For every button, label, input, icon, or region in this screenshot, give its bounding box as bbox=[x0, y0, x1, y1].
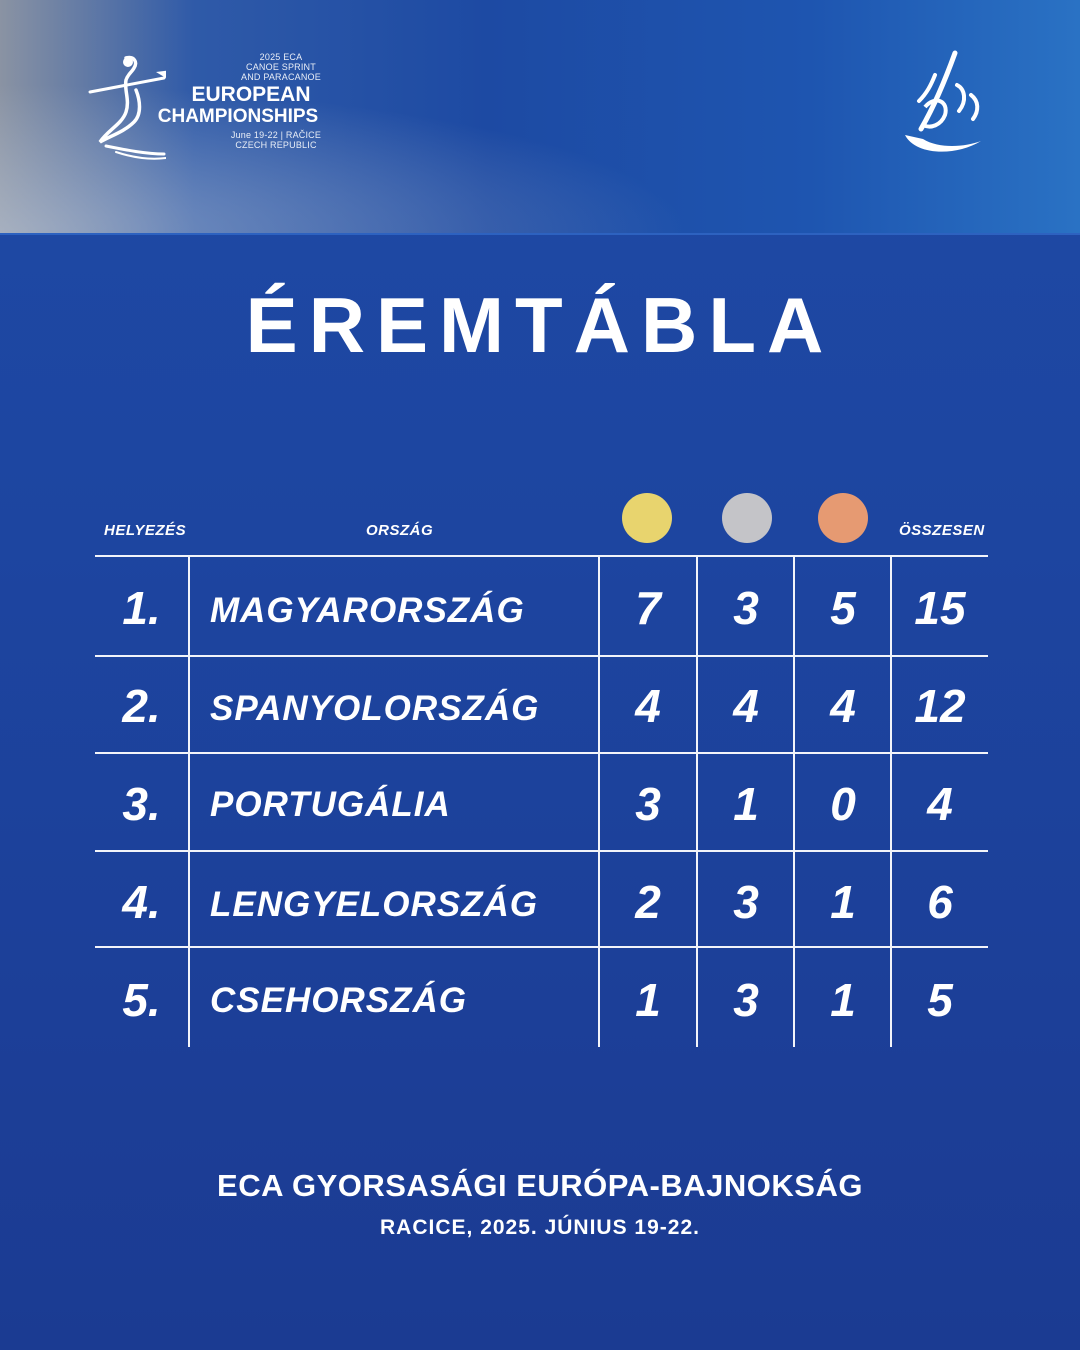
gold-cell: 7 bbox=[635, 582, 661, 634]
logo-text-location: CZECH REPUBLIC bbox=[235, 140, 317, 150]
rank-cell: 2. bbox=[122, 680, 161, 732]
gold-cell: 2 bbox=[635, 876, 661, 928]
logo-text-year: 2025 ECA bbox=[259, 52, 303, 62]
bronze-cell: 0 bbox=[830, 778, 856, 830]
total-cell: 15 bbox=[914, 582, 966, 634]
logo-text-line3: AND PARACANOE bbox=[241, 72, 321, 82]
country-cell: MAGYARORSZÁG bbox=[210, 591, 525, 630]
event-name: ECA GYORSASÁGI EURÓPA-BAJNOKSÁG bbox=[217, 1168, 863, 1203]
event-location-date: RACICE, 2025. JÚNIUS 19-22. bbox=[380, 1216, 700, 1239]
bronze-cell: 1 bbox=[830, 876, 856, 928]
gold-cell: 3 bbox=[635, 778, 661, 830]
silver-cell: 3 bbox=[733, 582, 759, 634]
bronze-medal-icon bbox=[818, 493, 868, 543]
country-cell: LENGYELORSZÁG bbox=[210, 885, 539, 924]
country-cell: CSEHORSZÁG bbox=[210, 981, 467, 1020]
column-divider bbox=[890, 557, 892, 1047]
column-divider bbox=[598, 557, 600, 1047]
rank-cell: 4. bbox=[122, 876, 161, 928]
table-divider bbox=[95, 850, 988, 852]
country-cell: PORTUGÁLIA bbox=[210, 785, 451, 824]
page-title: ÉREMTÁBLA bbox=[245, 281, 835, 369]
paddler-logo-icon bbox=[88, 55, 166, 160]
federation-logo bbox=[895, 45, 995, 160]
header-country: ORSZÁG bbox=[366, 522, 434, 539]
header-banner bbox=[0, 0, 1080, 235]
logo-text-line2: CANOE SPRINT bbox=[246, 62, 316, 72]
column-divider bbox=[793, 557, 795, 1047]
logo-text-european: EUROPEAN bbox=[191, 83, 311, 106]
rank-cell: 5. bbox=[122, 974, 161, 1026]
rank-cell: 1. bbox=[122, 582, 161, 634]
total-cell: 12 bbox=[914, 680, 966, 732]
federation-logo-icon bbox=[905, 50, 981, 152]
total-cell: 4 bbox=[927, 778, 953, 830]
silver-medal-icon bbox=[722, 493, 772, 543]
header-rank: HELYEZÉS bbox=[104, 522, 187, 539]
silver-cell: 3 bbox=[733, 876, 759, 928]
gold-medal-icon bbox=[622, 493, 672, 543]
silver-cell: 4 bbox=[733, 680, 759, 732]
total-cell: 6 bbox=[927, 876, 953, 928]
gold-cell: 1 bbox=[635, 974, 661, 1026]
rank-cell: 3. bbox=[122, 778, 161, 830]
championship-logo: 2025 ECA CANOE SPRINT AND PARACANOE EURO… bbox=[86, 50, 326, 165]
bronze-cell: 1 bbox=[830, 974, 856, 1026]
table-divider bbox=[95, 555, 988, 557]
logo-text-dates: June 19-22 | RAČICE bbox=[230, 130, 322, 140]
silver-cell: 3 bbox=[733, 974, 759, 1026]
table-divider bbox=[95, 752, 988, 754]
column-divider bbox=[188, 557, 190, 1047]
column-divider bbox=[696, 557, 698, 1047]
bronze-cell: 4 bbox=[830, 680, 856, 732]
gold-cell: 4 bbox=[635, 680, 661, 732]
country-cell: SPANYOLORSZÁG bbox=[210, 689, 540, 728]
table-divider bbox=[95, 946, 988, 948]
bronze-cell: 5 bbox=[830, 582, 856, 634]
total-cell: 5 bbox=[927, 974, 953, 1026]
table-divider bbox=[95, 655, 988, 657]
header-total: ÖSSZESEN bbox=[899, 522, 985, 539]
logo-text-championships: CHAMPIONSHIPS bbox=[157, 106, 319, 127]
silver-cell: 1 bbox=[733, 778, 759, 830]
